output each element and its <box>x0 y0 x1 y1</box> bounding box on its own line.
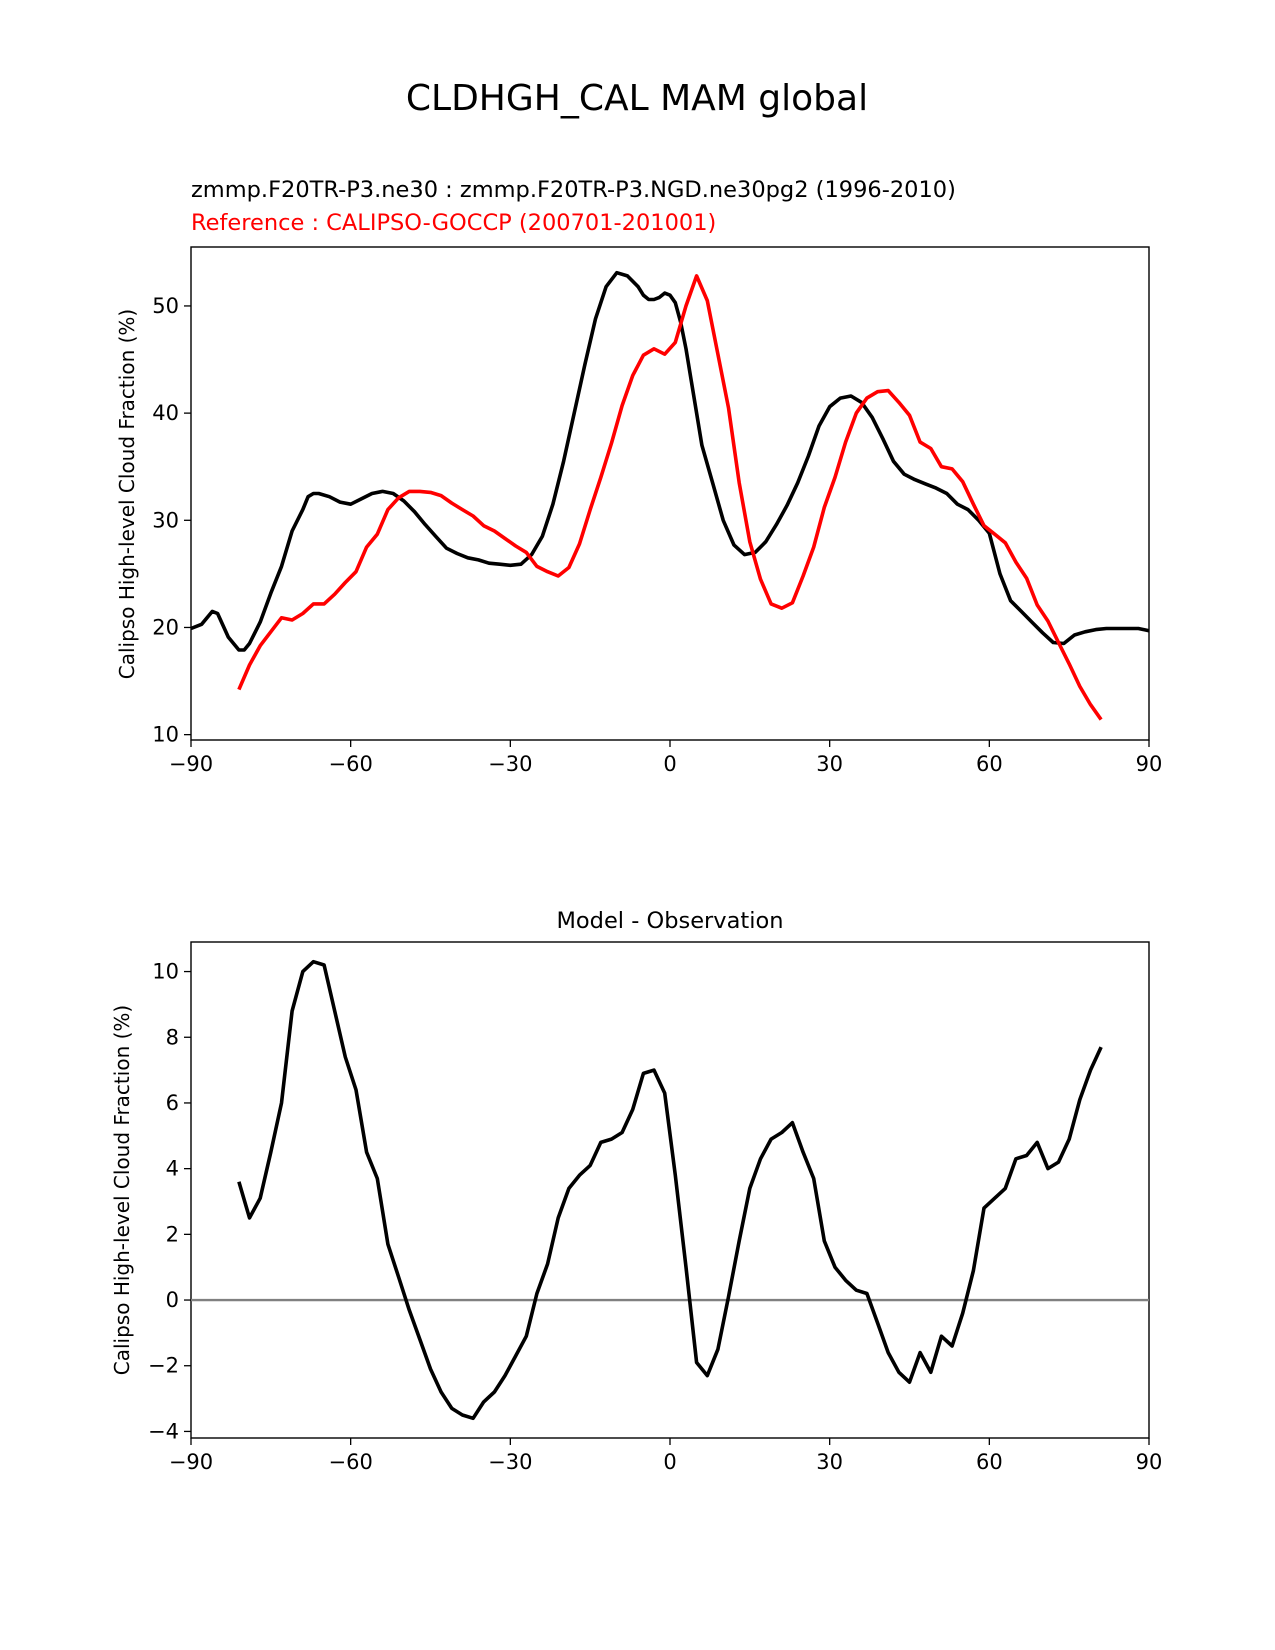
top-x-tick-label: 0 <box>663 752 676 776</box>
top-title-reference: Reference : CALIPSO-GOCCP (200701-201001… <box>191 210 716 236</box>
top-y-tick-label: 10 <box>152 723 179 747</box>
bottom-y-axis: −4 −2 0 2 4 6 8 10 <box>148 960 191 1443</box>
top-x-tick-label: 30 <box>816 752 843 776</box>
top-title-test: zmmp.F20TR-P3.ne30 : zmmp.F20TR-P3.NGD.n… <box>191 177 956 203</box>
bottom-x-tick-label: 60 <box>976 1450 1003 1474</box>
top-series-reference <box>237 274 1103 721</box>
bottom-x-tick-label: −60 <box>329 1450 373 1474</box>
top-x-tick-label: 60 <box>976 752 1003 776</box>
top-x-tick-label: −30 <box>488 752 532 776</box>
top-plot-area: −90 −60 −30 0 30 60 90 10 20 30 40 50 Calipso High… <box>115 246 1163 776</box>
top-series-test <box>190 270 1150 652</box>
top-y-tick-label: 40 <box>152 401 179 425</box>
top-y-axis: 10 20 30 40 50 <box>152 294 191 747</box>
bottom-y-axis-label: Calipso High-level Cloud Fraction (%) <box>110 1005 134 1375</box>
bottom-y-tick-label: 6 <box>166 1091 179 1115</box>
bottom-x-tick-label: −30 <box>488 1450 532 1474</box>
bottom-y-tick-label: 10 <box>152 960 179 984</box>
top-y-tick-label: 50 <box>152 294 179 318</box>
bottom-y-tick-label: 4 <box>166 1157 179 1181</box>
top-x-tick-label: −90 <box>169 752 213 776</box>
figure-title: CLDHGH_CAL MAM global <box>406 78 868 119</box>
bottom-series-model-minus-observation <box>237 959 1103 1421</box>
bottom-x-tick-label: 90 <box>1136 1450 1163 1474</box>
bottom-series-group <box>191 959 1149 1421</box>
top-x-axis: −90 −60 −30 0 30 60 90 <box>169 740 1163 776</box>
bottom-x-tick-label: −90 <box>169 1450 213 1474</box>
top-x-tick-label: −60 <box>329 752 373 776</box>
top-series-group <box>190 270 1150 721</box>
top-y-tick-label: 20 <box>152 615 179 639</box>
bottom-y-tick-label: −4 <box>148 1419 179 1443</box>
top-y-axis-label: Calipso High-level Cloud Fraction (%) <box>115 309 139 679</box>
top-x-tick-label: 90 <box>1136 752 1163 776</box>
top-y-tick-label: 30 <box>152 508 179 532</box>
bottom-x-tick-label: 30 <box>816 1450 843 1474</box>
bottom-title: Model - Observation <box>557 908 784 934</box>
bottom-plot-area: −90 −60 −30 0 30 60 90 −4 −2 0 2 4 6 8 10 Calipso Hig… <box>110 941 1163 1474</box>
bottom-x-tick-label: 0 <box>663 1450 676 1474</box>
top-plot-frame <box>190 246 1150 741</box>
bottom-y-tick-label: −2 <box>148 1354 179 1378</box>
bottom-y-tick-label: 2 <box>166 1222 179 1246</box>
bottom-x-axis: −90 −60 −30 0 30 60 90 <box>169 1438 1163 1474</box>
bottom-y-tick-label: 0 <box>166 1288 179 1312</box>
bottom-y-tick-label: 8 <box>166 1025 179 1049</box>
